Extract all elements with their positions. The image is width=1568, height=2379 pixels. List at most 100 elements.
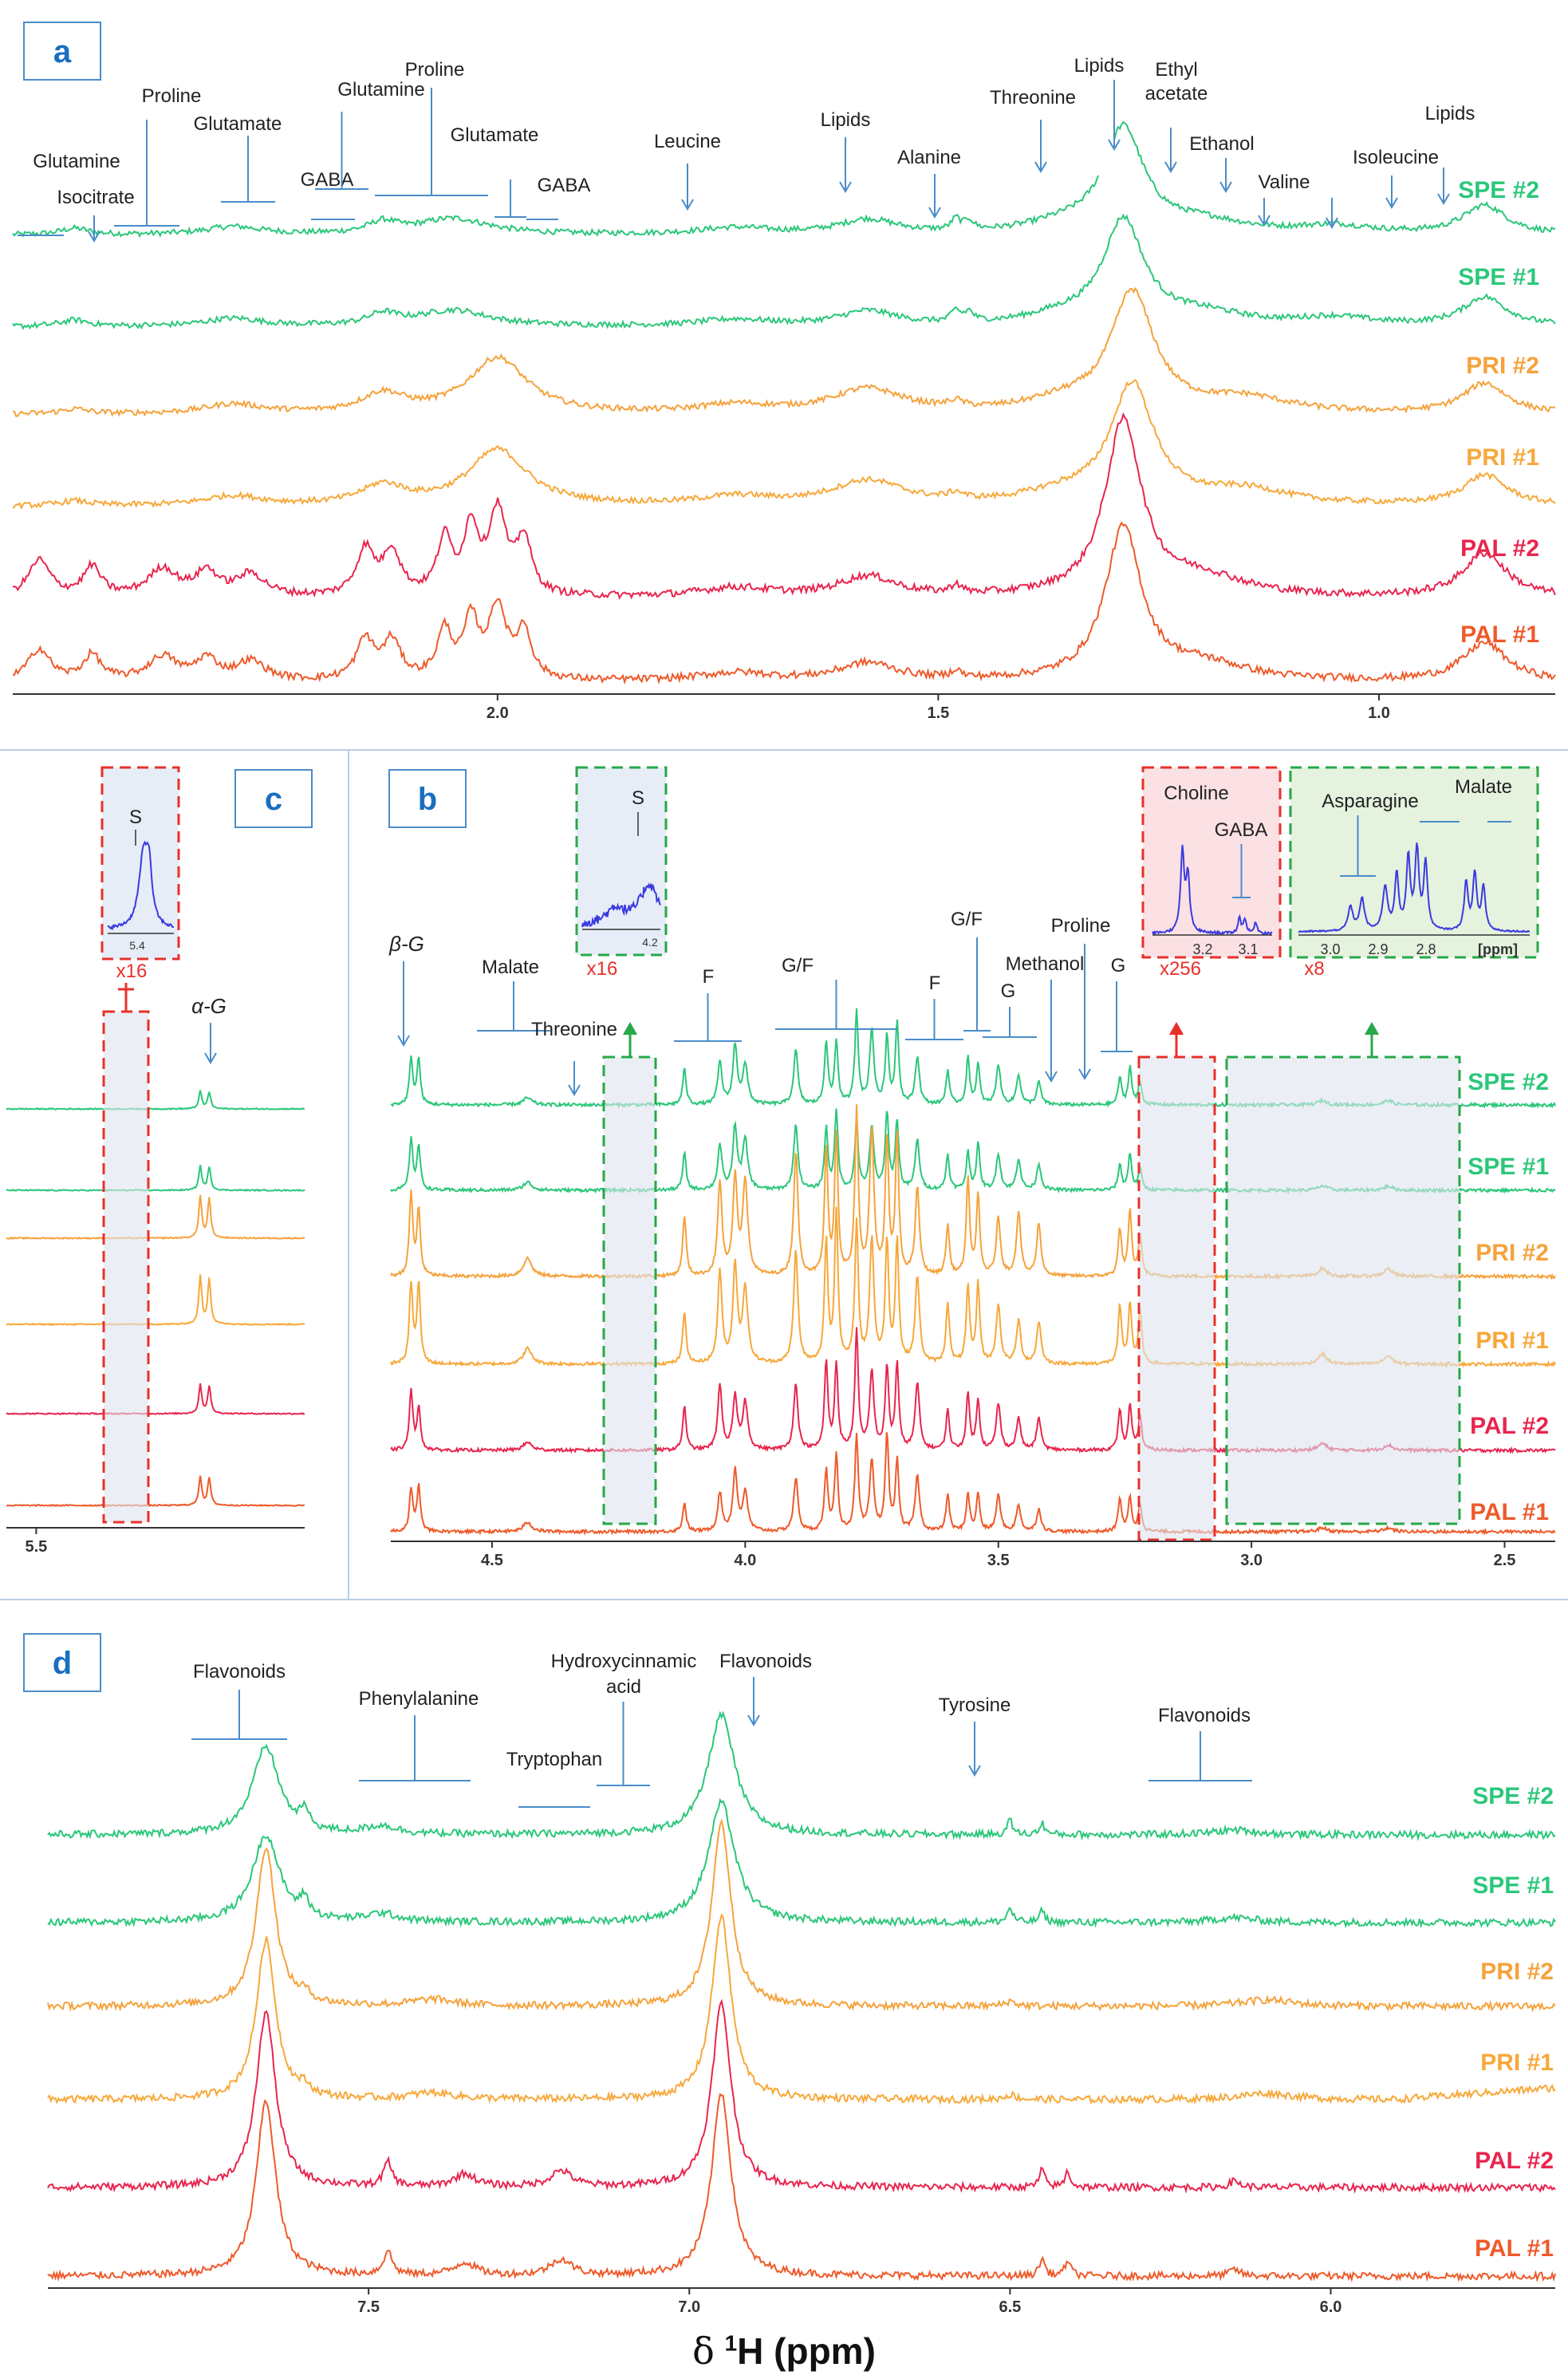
peak-arrow-head xyxy=(928,207,941,219)
inset-tick-label: [ppm] xyxy=(1478,941,1518,957)
peak-arrow-head xyxy=(1108,139,1121,151)
spectrum-line-a xyxy=(13,412,1556,600)
annotation-label: G/F xyxy=(782,955,814,976)
spectrum-line-a xyxy=(12,286,1556,417)
panel-label-box xyxy=(388,769,467,828)
series-label: SPE #1 xyxy=(1472,1872,1554,1899)
panel-label-box xyxy=(234,769,313,828)
panel-label-box xyxy=(23,22,101,81)
spectrum-line-d xyxy=(47,1818,1556,2013)
panel-a-tick-label: 1.0 xyxy=(1368,704,1390,722)
peak-arrow-head xyxy=(1326,217,1338,229)
panel-a-tick-label: 1.5 xyxy=(927,704,949,722)
inset-scale-label: x16 xyxy=(116,961,148,982)
annotation-label: α-G xyxy=(191,994,227,1018)
inset-tick-label: 4.2 xyxy=(642,936,658,949)
peak-arrow-head xyxy=(839,181,852,193)
peak-arrow-head xyxy=(1219,181,1232,193)
annotation-label: Lipids xyxy=(1425,103,1475,124)
inset-scale-label: x16 xyxy=(587,958,618,980)
inset-background xyxy=(1290,767,1538,957)
peak-arrow-head xyxy=(681,199,694,211)
annotation-label: Malate xyxy=(482,957,539,978)
inset-box xyxy=(1289,766,1539,959)
panel-b-tick-label: 3.5 xyxy=(987,1552,1010,1569)
spectrum-line-c xyxy=(6,1165,305,1193)
annotation-label: GABA xyxy=(301,169,354,191)
panel-label-box xyxy=(23,1633,101,1692)
x-axis-title: δ 1H (ppm) xyxy=(692,2330,876,2373)
panel-label: d xyxy=(53,1646,72,1681)
panel-d-tick-label: 7.0 xyxy=(678,2298,700,2316)
annotation-label: Isocitrate xyxy=(57,187,134,208)
highlight-region xyxy=(1227,1057,1460,1524)
inset-spectrum-line xyxy=(581,882,661,928)
annotation-label: Ethanol xyxy=(1189,133,1254,155)
inset-spectrum-line xyxy=(1298,842,1531,933)
series-label: SPE #1 xyxy=(1468,1154,1549,1180)
annotation-label: Tryptophan xyxy=(506,1749,603,1770)
annotation-label: Alanine xyxy=(897,147,961,168)
panel-b-tick-label: 3.0 xyxy=(1240,1552,1263,1569)
annotation-label: Threonine xyxy=(990,87,1076,108)
series-label: PRI #1 xyxy=(1466,444,1539,471)
series-label: PAL #2 xyxy=(1470,1413,1549,1439)
inset-connector-head xyxy=(1365,1021,1379,1036)
panel-label: b xyxy=(418,782,437,817)
peak-arrow-head xyxy=(968,1765,981,1777)
annotation-label: Flavonoids xyxy=(193,1661,286,1683)
annotation-label: Proline xyxy=(1051,915,1111,937)
peak-arrow-head xyxy=(1385,197,1398,209)
annotation-label: Leucine xyxy=(654,131,721,152)
peak-arrow-head xyxy=(1078,1068,1091,1080)
annotation-label: F xyxy=(929,973,941,994)
spectrum-line-d xyxy=(47,2093,1556,2283)
spectrum-line-d xyxy=(47,1710,1556,1842)
highlight-region xyxy=(1139,1057,1215,1540)
spectrum-line-c xyxy=(6,1090,305,1111)
series-label: SPE #2 xyxy=(1472,1783,1554,1809)
annotation-label: Glutamate xyxy=(451,124,539,146)
spectrum-line-d xyxy=(47,1797,1556,1929)
annotation-label: Proline xyxy=(405,59,465,81)
inset-label: S xyxy=(129,807,142,828)
series-label: PAL #2 xyxy=(1460,535,1539,562)
peak-arrow-head xyxy=(1437,193,1450,205)
inset-label: S xyxy=(632,787,644,809)
spectrum-line-c xyxy=(6,1475,305,1508)
peak-arrow-head xyxy=(747,1714,760,1726)
annotation-label: Lipids xyxy=(1074,55,1125,77)
series-label: PRI #1 xyxy=(1475,1328,1549,1354)
annotation-label: β-G xyxy=(388,932,424,956)
inset-box xyxy=(100,766,180,961)
panel-d-tick-label: 7.5 xyxy=(357,2298,380,2316)
peak-arrow-head xyxy=(568,1084,581,1096)
inset-scale-label: x256 xyxy=(1160,958,1201,980)
panel-b-tick-label: 4.5 xyxy=(481,1552,503,1569)
annotation-label: Proline xyxy=(142,85,202,107)
annotation-label: Glutamate xyxy=(194,113,282,135)
inset-connector-head xyxy=(1169,1021,1184,1036)
series-label: PAL #1 xyxy=(1470,1499,1549,1525)
highlight-region xyxy=(104,1012,148,1522)
series-label: SPE #1 xyxy=(1458,264,1539,290)
peak-arrow-head xyxy=(204,1052,217,1064)
inset-tick-label: 2.9 xyxy=(1368,941,1388,957)
inset-label: Asparagine xyxy=(1322,791,1418,812)
annotation-label: G xyxy=(1001,980,1016,1002)
annotation-label: Glutamine xyxy=(337,79,424,101)
highlight-box xyxy=(1225,1055,1461,1525)
spectrum-line-d xyxy=(47,1913,1556,2106)
annotation-label: Valine xyxy=(1259,172,1310,193)
peak-arrow-head xyxy=(1164,161,1177,173)
spectrum-line-b xyxy=(390,1432,1556,1536)
inset-label: Choline xyxy=(1164,783,1228,804)
annotation-label: Flavonoids xyxy=(719,1651,812,1672)
annotation-label: acetate xyxy=(1145,83,1208,105)
inset-tick-label: 3.0 xyxy=(1320,941,1340,957)
annotation-label: G/F xyxy=(951,909,983,930)
inset-tick-label: 3.2 xyxy=(1192,941,1212,957)
spectrum-line-a xyxy=(12,379,1556,511)
inset-tick-label: 3.1 xyxy=(1238,941,1258,957)
